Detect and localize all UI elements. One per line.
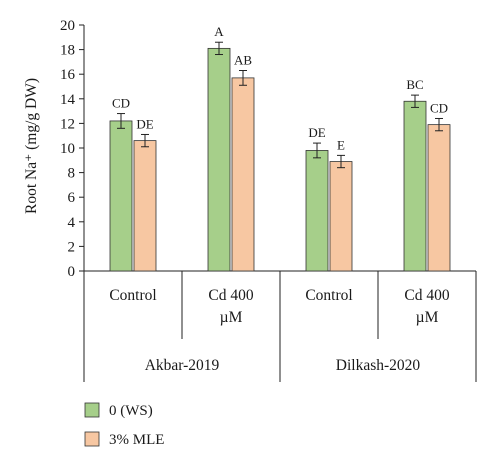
legend-swatch-mle [84, 431, 100, 447]
y-tick-label: 14 [60, 92, 76, 108]
category-label: µM [220, 309, 243, 326]
legend-label: 0 (WS) [109, 403, 153, 419]
x-axis-categories: Control Cd 400 µM Akbar-2019 Control Cd 400 µM… [83, 271, 477, 382]
category-label: Cd 400 [404, 287, 449, 304]
category-label: µM [416, 309, 439, 326]
significance-label: DE [136, 116, 153, 131]
y-tick-label: 8 [68, 166, 76, 182]
legend-swatch-ws [84, 402, 100, 418]
bar-ws [207, 47, 231, 272]
y-tick-label: 4 [68, 215, 76, 231]
category-label: Control [305, 287, 352, 304]
significance-label: A [214, 24, 224, 39]
bar-ws [109, 120, 133, 272]
y-tick-label: 6 [68, 190, 76, 206]
significance-label: CD [430, 100, 448, 115]
bar-mle [231, 77, 255, 272]
category-label: Cd 400 [208, 287, 253, 304]
category-label: Control [109, 287, 156, 304]
y-tick-label: 10 [60, 141, 75, 157]
legend: 0 (WS) 3% MLE [84, 402, 164, 448]
y-tick-label: 0 [68, 264, 76, 280]
y-tick-label: 20 [60, 18, 75, 34]
y-tick-label: 12 [60, 116, 75, 132]
bars: CD A DE BC DE AB E CD [109, 24, 451, 272]
group-label: Akbar-2019 [145, 357, 220, 374]
bar-mle [329, 161, 353, 272]
significance-label: AB [234, 53, 252, 68]
bar-ws [305, 150, 329, 272]
y-ticks: 0 2 4 6 8 10 12 14 16 18 20 [60, 18, 84, 280]
significance-label: E [337, 137, 345, 152]
y-tick-label: 16 [60, 67, 76, 83]
bar-mle [133, 140, 157, 272]
significance-label: BC [406, 77, 423, 92]
group-label: Dilkash-2020 [336, 357, 421, 374]
legend-label: 3% MLE [109, 432, 164, 448]
bar-mle [427, 124, 451, 272]
bar-ws [403, 100, 427, 272]
y-tick-label: 18 [60, 43, 75, 59]
y-axis-label: Root Na⁺ (mg/g DW) [23, 78, 40, 214]
y-tick-label: 2 [68, 239, 76, 255]
significance-label: DE [308, 125, 325, 140]
significance-label: CD [112, 96, 130, 111]
